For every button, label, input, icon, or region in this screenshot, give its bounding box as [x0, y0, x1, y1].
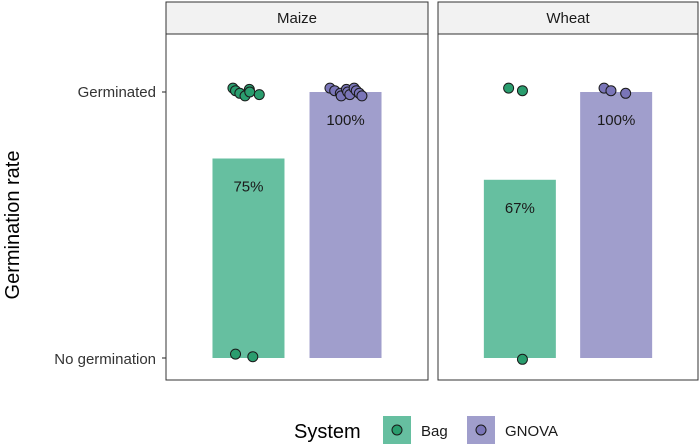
legend: System Bag GNOVA [294, 416, 558, 444]
bar-label-maize-bag: 75% [233, 179, 263, 196]
bar-label-maize-gnova: 100% [326, 112, 364, 129]
facet-border-wheat [437, 33, 699, 381]
point-maize-bag [244, 86, 256, 98]
point-maize-bag [247, 351, 259, 363]
legend-key-bag-point [391, 424, 403, 436]
bar-maize-bag [212, 158, 285, 358]
facet-border-maize [165, 33, 429, 381]
point-wheat-gnova [605, 85, 617, 97]
bar-maize-gnova [309, 92, 382, 358]
point-wheat-bag [516, 85, 528, 97]
point-wheat-bag [503, 82, 515, 94]
y-axis-title: Germination rate [2, 151, 24, 300]
point-maize-bag [230, 348, 242, 360]
facet-panel-maize: Maize 75% 100% [165, 1, 429, 381]
facet-strip-wheat [437, 1, 699, 35]
legend-key-gnova-point [475, 424, 487, 436]
point-maize-bag [253, 89, 265, 101]
point-wheat-bag [516, 353, 528, 365]
point-maize-gnova [356, 90, 368, 102]
point-wheat-gnova [620, 87, 632, 99]
legend-item-gnova: GNOVA [467, 416, 558, 444]
bar-label-wheat-gnova: 100% [597, 112, 635, 129]
facet-panel-wheat: Wheat 67% 100% [437, 1, 699, 381]
facet-strip-label-maize: Maize [277, 10, 317, 27]
facet-strip-label-wheat: Wheat [546, 10, 590, 27]
y-tick-label-top: Germinated [78, 84, 156, 101]
bar-wheat-bag [483, 179, 556, 358]
bar-wheat-gnova [580, 92, 653, 358]
legend-title: System [294, 421, 361, 443]
facet-strip-maize [165, 1, 429, 35]
legend-label-bag: Bag [421, 423, 448, 440]
bar-label-wheat-bag: 67% [505, 200, 535, 217]
y-tick-label-bottom: No germination [54, 351, 156, 368]
legend-label-gnova: GNOVA [505, 423, 558, 440]
legend-item-bag: Bag [383, 416, 448, 444]
